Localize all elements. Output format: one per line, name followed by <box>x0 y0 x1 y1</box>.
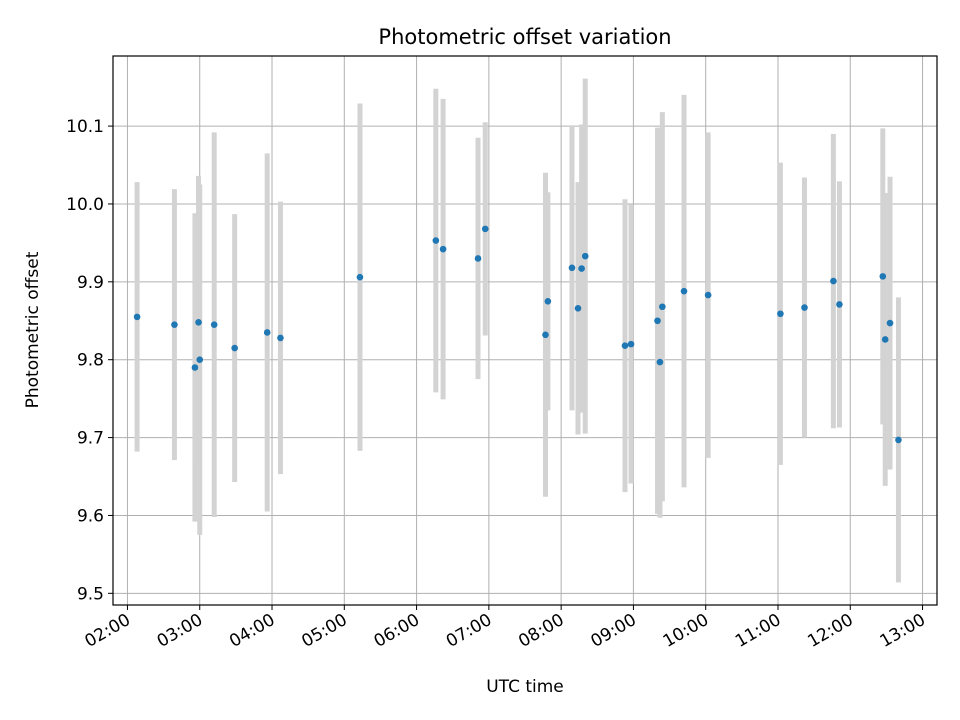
x-axis-label: UTC time <box>486 677 564 697</box>
x-tick-label: 05:00 <box>298 610 350 652</box>
x-tick-label: 10:00 <box>660 610 712 652</box>
data-point <box>656 358 664 366</box>
x-tick-label: 07:00 <box>443 610 495 652</box>
x-axis: 02:00 03:00 04:00 05:00 06:00 07:00 08:00 09:00… <box>82 605 929 652</box>
data-point <box>356 273 364 281</box>
data-point <box>263 329 271 336</box>
data-point <box>680 287 688 295</box>
data-point <box>895 436 902 444</box>
data-point <box>191 364 199 371</box>
x-tick-label: 09:00 <box>587 610 639 652</box>
y-axis-label: Photometric offset <box>23 251 43 408</box>
data-point <box>659 303 666 311</box>
x-tick-label: 06:00 <box>371 610 423 652</box>
data-point <box>704 291 712 299</box>
x-tick-label: 11:00 <box>732 610 784 652</box>
x-tick-label: 04:00 <box>226 610 278 652</box>
data-point <box>881 336 889 343</box>
data-point <box>568 264 576 272</box>
data-point <box>627 340 635 348</box>
y-tick-label: 9.6 <box>77 506 104 526</box>
data-point <box>581 252 589 260</box>
data-point <box>171 321 178 328</box>
y-tick-label: 9.5 <box>77 584 104 604</box>
y-axis: 9.5 9.6 9.7 9.8 9.9 10.0 10.1 <box>66 117 113 604</box>
y-tick-label: 9.7 <box>77 429 104 449</box>
y-tick-label: 9.8 <box>77 351 104 371</box>
chart-title: Photometric offset variation <box>378 25 671 49</box>
y-tick-label: 10.0 <box>66 195 104 215</box>
plot-frame <box>112 55 938 606</box>
data-point <box>830 277 837 285</box>
data-point <box>196 356 204 364</box>
x-tick-label: 08:00 <box>515 610 567 652</box>
gridlines <box>113 56 937 605</box>
data-point <box>439 245 447 253</box>
data-point <box>474 255 482 262</box>
data-points <box>133 225 902 444</box>
data-point <box>621 342 629 349</box>
data-point <box>481 225 489 233</box>
data-point <box>277 334 284 342</box>
data-point <box>836 301 843 308</box>
data-point <box>432 237 440 244</box>
data-point <box>231 344 238 352</box>
x-tick-label: 12:00 <box>804 610 856 652</box>
data-point <box>879 273 887 280</box>
y-tick-label: 9.9 <box>77 273 104 293</box>
x-tick-label: 13:00 <box>877 610 929 652</box>
y-tick-label: 10.1 <box>66 117 104 137</box>
data-point <box>777 310 784 318</box>
data-point <box>542 331 549 339</box>
data-point <box>133 313 141 321</box>
error-bars <box>134 78 901 583</box>
x-tick-label: 03:00 <box>154 610 206 652</box>
x-tick-label: 02:00 <box>82 610 134 652</box>
data-point <box>210 321 218 328</box>
data-point <box>544 297 552 305</box>
data-point <box>801 304 808 311</box>
data-point <box>886 319 894 327</box>
data-point <box>654 317 661 325</box>
data-point <box>195 319 202 326</box>
data-point <box>574 305 582 312</box>
data-point <box>578 265 585 272</box>
